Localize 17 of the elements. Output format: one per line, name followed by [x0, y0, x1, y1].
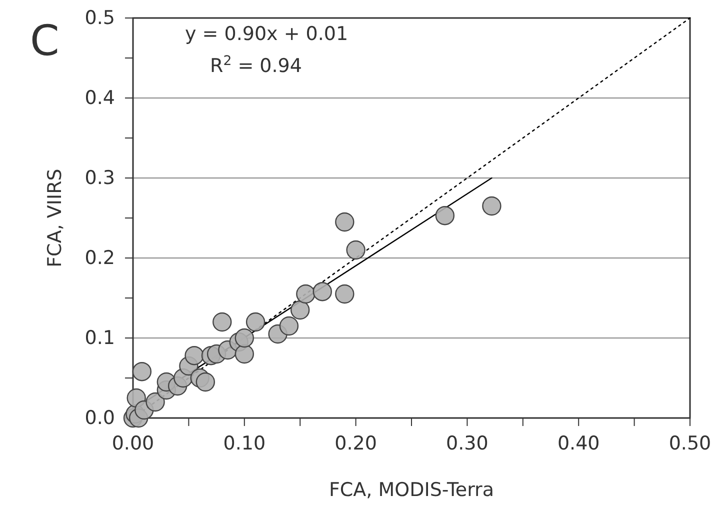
- x-tick-label: 0.10: [223, 432, 266, 454]
- y-tick-label: 0.5: [84, 7, 115, 30]
- x-tick-label: 0.20: [334, 432, 377, 454]
- x-tick-label: 0.40: [557, 432, 600, 454]
- annotation: R$^{2}$ = 0.94: [210, 54, 302, 77]
- x-axis-title: FCA, MODIS-Terra: [328, 479, 494, 501]
- x-tick-label: 0.30: [446, 432, 488, 454]
- y-axis-title: FCA, VIIRS: [44, 168, 66, 268]
- y-tick-label: 0.2: [84, 247, 115, 270]
- y-tick-label: 0.1: [84, 327, 115, 350]
- y-tick-label: 0.4: [84, 87, 115, 110]
- y-tick-label: 0.0: [84, 407, 115, 430]
- annotation: y = 0.90x + 0.01: [185, 23, 348, 45]
- x-tick-label: 0.00: [112, 432, 154, 454]
- x-tick-label: 0.50: [668, 432, 712, 454]
- text: C: [30, 16, 60, 65]
- y-tick-label: 0.3: [84, 167, 115, 190]
